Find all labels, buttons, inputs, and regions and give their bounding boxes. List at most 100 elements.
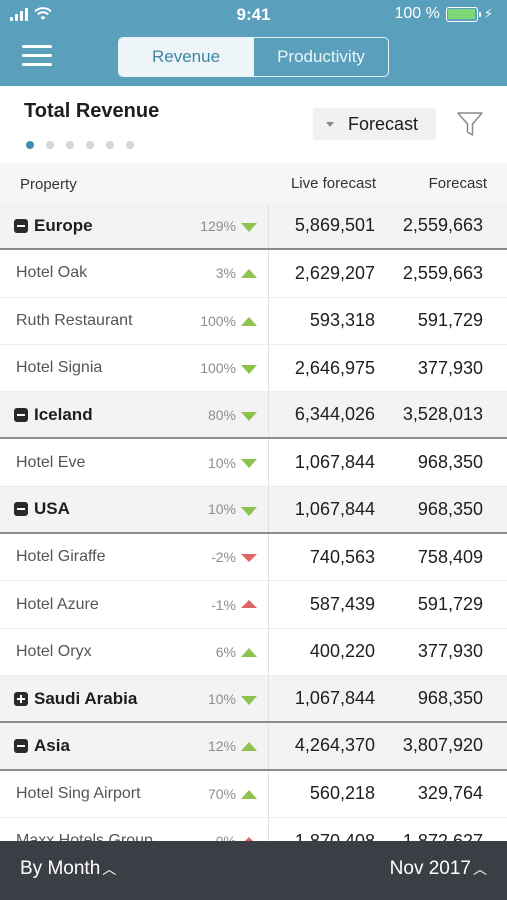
row-name: Europe <box>14 203 93 248</box>
battery-percent: 100 % <box>394 5 440 22</box>
group-row[interactable]: USA 10% 1,067,844 968,350 <box>0 486 507 535</box>
month-selector[interactable]: Nov 2017 ︿ <box>390 858 487 880</box>
live-forecast-value: 5,869,501 <box>294 215 375 236</box>
variance-percent: 100% <box>200 360 236 377</box>
table-row[interactable]: Hotel Signia 100% 2,646,975 377,930 <box>0 344 507 393</box>
row-name: Asia <box>14 723 70 768</box>
charging-icon: ⚡ <box>483 6 493 21</box>
trend-down-icon <box>241 364 257 374</box>
page-dot[interactable] <box>106 141 114 149</box>
live-forecast-value: 1,067,844 <box>294 498 375 519</box>
row-name: Ruth Restaurant <box>16 298 133 344</box>
month-label: Nov 2017 <box>389 858 471 879</box>
collapse-icon[interactable] <box>14 502 28 517</box>
column-header-forecast[interactable]: Forecast <box>428 175 487 192</box>
trend-down-icon <box>241 459 257 469</box>
chevron-up-icon: ︿ <box>102 861 117 877</box>
view-segmented-control: Revenue Productivity <box>118 37 389 77</box>
column-header-property[interactable]: Property <box>20 176 77 193</box>
forecast-value: 377,930 <box>417 641 483 662</box>
hamburger-menu-icon[interactable] <box>22 45 52 67</box>
forecast-value: 591,729 <box>417 594 483 615</box>
forecast-dropdown[interactable]: Forecast <box>313 108 436 140</box>
row-name: Hotel Signia <box>16 345 102 391</box>
table-row[interactable]: Ruth Restaurant 100% 593,318 591,729 <box>0 297 507 345</box>
table-row[interactable]: Hotel Eve 10% 1,067,844 968,350 <box>0 439 507 487</box>
filter-icon[interactable] <box>456 110 484 138</box>
row-name-label: Hotel Sing Airport <box>16 784 141 802</box>
row-name: Iceland <box>14 392 93 437</box>
table-row[interactable]: Hotel Giraffe -2% 740,563 758,409 <box>0 534 507 582</box>
group-row[interactable]: Iceland 80% 6,344,026 3,528,013 <box>0 392 507 440</box>
variance-percent: 6% <box>215 643 236 660</box>
variance-percent: 10% <box>207 454 236 471</box>
row-name: Hotel Oak <box>16 250 87 296</box>
variance-percent: -2% <box>211 549 236 566</box>
caret-down-icon <box>326 121 334 127</box>
collapse-icon[interactable] <box>14 218 28 233</box>
trend-down-icon <box>241 506 257 516</box>
forecast-value: 968,350 <box>417 688 483 709</box>
group-row[interactable]: Saudi Arabia 10% 1,067,844 968,350 <box>0 675 507 724</box>
row-name: Hotel Oryx <box>16 629 92 675</box>
trend-up-icon <box>241 742 257 752</box>
row-name-label: Hotel Azure <box>16 595 99 613</box>
live-forecast-value: 2,646,975 <box>294 357 375 378</box>
table-row[interactable]: Hotel Azure -1% 587,439 591,729 <box>0 581 507 629</box>
app-header: 9:41 100 % ⚡ Revenue Productivity <box>0 0 507 86</box>
forecast-value: 377,930 <box>417 357 483 378</box>
battery-status: 100 % ⚡ <box>394 5 493 23</box>
signal-icon <box>10 8 28 21</box>
trend-up-icon <box>241 836 257 845</box>
variance-percent: -1% <box>211 596 236 613</box>
status-bar: 9:41 100 % ⚡ <box>0 0 507 30</box>
page-dot[interactable] <box>86 141 94 149</box>
row-name: USA <box>14 487 70 532</box>
tab-revenue[interactable]: Revenue <box>119 38 253 76</box>
wifi-icon <box>34 7 52 20</box>
page-dot[interactable] <box>46 141 54 149</box>
table-row[interactable]: Hotel Oak 3% 2,629,207 2,559,663 <box>0 250 507 298</box>
live-forecast-value: 6,344,026 <box>294 404 375 425</box>
column-header-live-forecast[interactable]: Live forecast <box>290 175 376 192</box>
row-name-label: Ruth Restaurant <box>16 311 133 329</box>
chevron-up-icon: ︿ <box>473 861 487 877</box>
live-forecast-value: 740,563 <box>309 546 375 567</box>
page-dot[interactable] <box>126 141 134 149</box>
row-name-label: Hotel Giraffe <box>16 548 106 566</box>
forecast-dropdown-label: Forecast <box>348 113 419 134</box>
variance-percent: 80% <box>207 406 236 423</box>
live-forecast-value: 1,067,844 <box>294 452 375 473</box>
trend-down-icon <box>241 223 257 232</box>
page-dot[interactable] <box>66 141 74 149</box>
forecast-value: 968,350 <box>417 452 483 473</box>
expand-icon[interactable] <box>14 691 28 706</box>
trend-up-icon <box>241 647 257 657</box>
table-row[interactable]: Hotel Oryx 6% 400,220 377,930 <box>0 628 507 676</box>
group-row[interactable]: Europe 129% 5,869,501 2,559,663 <box>0 203 507 251</box>
page-indicator[interactable] <box>26 141 134 149</box>
forecast-value: 3,807,920 <box>402 735 483 756</box>
period-selector[interactable]: By Month ︿ <box>20 858 116 880</box>
battery-icon <box>445 6 481 22</box>
collapse-icon[interactable] <box>14 738 28 753</box>
tab-productivity[interactable]: Productivity <box>253 38 388 76</box>
trend-down-icon <box>241 412 257 422</box>
row-name-label: Hotel Oak <box>16 264 88 282</box>
table-header: Property Live forecast Forecast <box>0 163 507 203</box>
trend-down-icon <box>241 695 257 705</box>
trend-up-icon <box>241 316 257 326</box>
live-forecast-value: 593,318 <box>309 310 375 331</box>
table-row[interactable]: Hotel Sing Airport 70% 560,218 329,764 <box>0 770 507 818</box>
group-row[interactable]: Asia 12% 4,264,370 3,807,920 <box>0 723 507 771</box>
row-name: Saudi Arabia <box>14 676 137 721</box>
variance-percent: 3% <box>215 265 236 282</box>
forecast-value: 2,559,663 <box>402 262 483 283</box>
collapse-icon[interactable] <box>14 407 28 422</box>
trend-up-icon <box>241 600 257 609</box>
variance-percent: 129% <box>200 217 236 234</box>
period-label: By Month <box>20 858 101 879</box>
row-name-label: Hotel Oryx <box>16 642 92 660</box>
page-dot[interactable] <box>26 141 34 149</box>
trend-down-icon <box>241 554 257 563</box>
